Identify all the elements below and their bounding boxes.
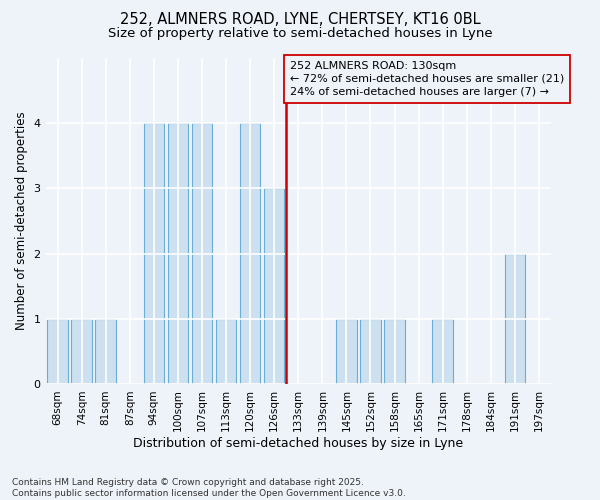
Text: 252 ALMNERS ROAD: 130sqm
← 72% of semi-detached houses are smaller (21)
24% of s: 252 ALMNERS ROAD: 130sqm ← 72% of semi-d… (290, 61, 564, 97)
Text: 252, ALMNERS ROAD, LYNE, CHERTSEY, KT16 0BL: 252, ALMNERS ROAD, LYNE, CHERTSEY, KT16 … (119, 12, 481, 28)
Bar (192, 123, 212, 384)
Bar (143, 123, 164, 384)
Bar (167, 123, 188, 384)
Text: Contains HM Land Registry data © Crown copyright and database right 2025.
Contai: Contains HM Land Registry data © Crown c… (12, 478, 406, 498)
X-axis label: Distribution of semi-detached houses by size in Lyne: Distribution of semi-detached houses by … (133, 437, 463, 450)
Bar (264, 188, 284, 384)
Bar (336, 319, 356, 384)
Bar (505, 254, 525, 384)
Bar (240, 123, 260, 384)
Bar (433, 319, 453, 384)
Bar (71, 319, 92, 384)
Bar (95, 319, 116, 384)
Bar (385, 319, 405, 384)
Bar (216, 319, 236, 384)
Text: Size of property relative to semi-detached houses in Lyne: Size of property relative to semi-detach… (107, 28, 493, 40)
Bar (360, 319, 381, 384)
Y-axis label: Number of semi-detached properties: Number of semi-detached properties (15, 112, 28, 330)
Bar (47, 319, 68, 384)
